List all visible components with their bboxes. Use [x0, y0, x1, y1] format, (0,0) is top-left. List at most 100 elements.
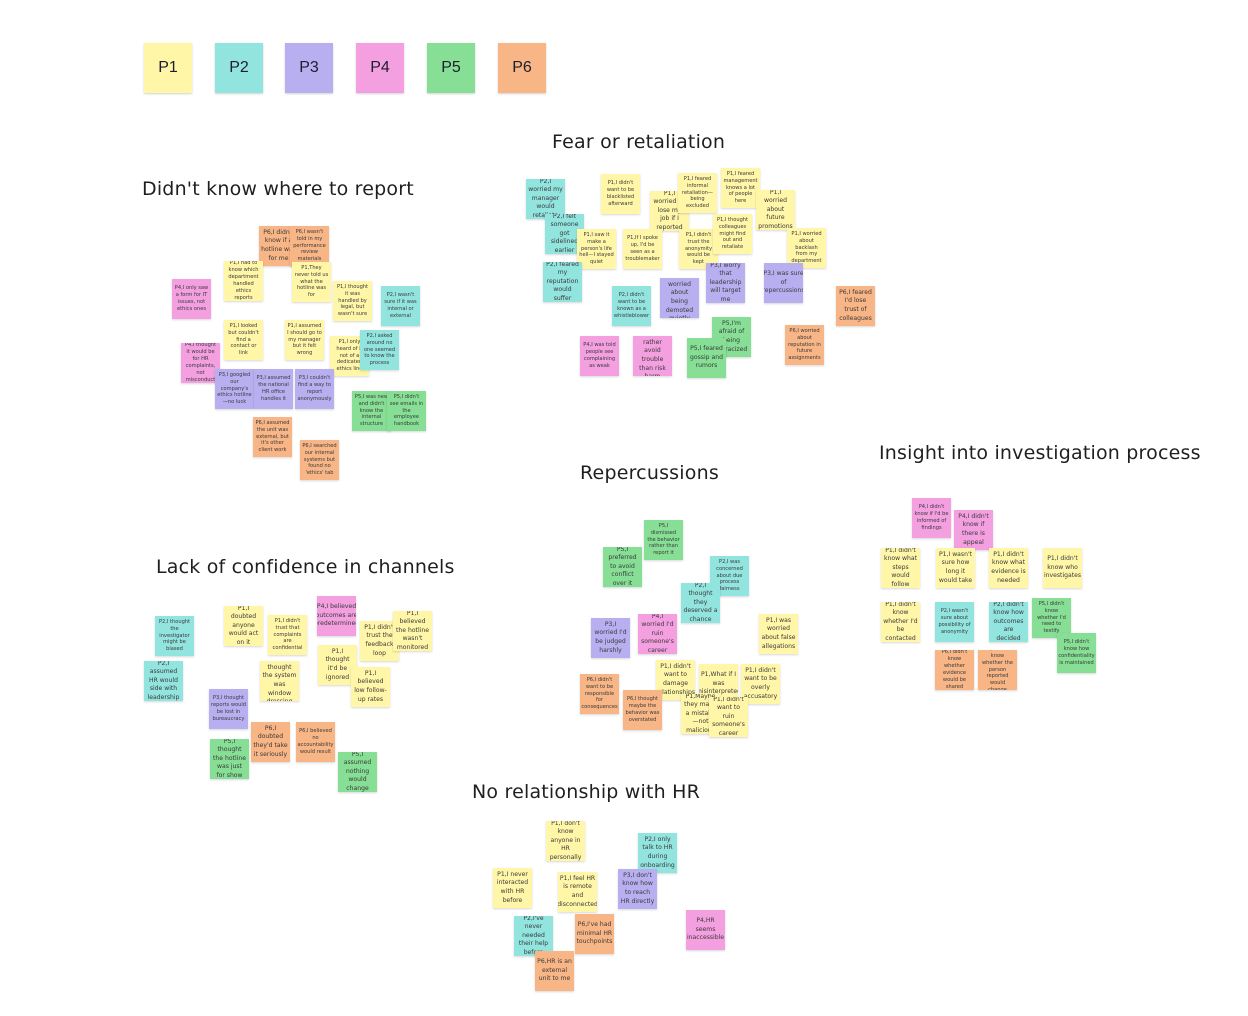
sticky-note-p2[interactable]: P2,I asked around no one seemed to know …	[360, 330, 399, 370]
sticky-note-p1[interactable]: P1,They never told us what the hotline w…	[292, 262, 331, 302]
sticky-note-p1[interactable]: P1,I didn't want to damage relationships	[656, 660, 695, 700]
sticky-note-p1[interactable]: P1,I didn't know who investigates	[1043, 548, 1082, 588]
sticky-note-p1[interactable]: P1,I didn't know what evidence is needed	[989, 548, 1028, 588]
sticky-note-p1[interactable]: P1,If I spoke up, I'd be seen as a troub…	[623, 229, 662, 269]
sticky-note-p3[interactable]: P3,I couldn't find a way to report anony…	[295, 369, 334, 409]
sticky-note-p5[interactable]: P5,I didn't see emails in the employee h…	[387, 391, 426, 431]
sticky-note-p2[interactable]: P2,I worried my manager would retaliate	[526, 179, 565, 219]
sticky-note-p1[interactable]: P1,I believed the hotline wasn't monitor…	[393, 611, 432, 651]
sticky-note-p6[interactable]: P6,I've had minimal HR touchpoints	[575, 914, 614, 954]
sticky-note-p6[interactable]: P6,I thought maybe the behavior was over…	[623, 690, 662, 730]
cluster-heading[interactable]: Insight into investigation process	[879, 442, 1201, 464]
cluster-heading[interactable]: Didn't know where to report	[142, 178, 414, 200]
sticky-note-text: P1,I didn't know what evidence is needed	[991, 550, 1026, 584]
sticky-note-p1[interactable]: P1,I saw it make a person's life hell—I …	[577, 229, 616, 269]
sticky-note-p3[interactable]: P3,I worried about being demoted quietly	[660, 278, 699, 318]
sticky-note-p2[interactable]: P2,I assumed HR would side with leadersh…	[144, 661, 183, 701]
sticky-note-p1[interactable]: P1,I thought colleagues might find out a…	[713, 214, 752, 254]
sticky-note-p4[interactable]: P4,I worried I'd ruin someone's career	[638, 614, 677, 654]
sticky-note-p6[interactable]: P6,I didn't know whether evidence would …	[935, 650, 974, 690]
sticky-note-p1[interactable]: P1,I don't know anyone in HR personally	[546, 821, 585, 861]
sticky-note-p5[interactable]: P5,I preferred to avoid conflict over it	[603, 547, 642, 587]
sticky-note-p1[interactable]: P1,I worried about backlash from my depa…	[787, 228, 826, 268]
sticky-note-p6[interactable]: P6,I doubted they'd take it seriously	[251, 722, 290, 762]
sticky-note-p3[interactable]: P3,I worry that leadership will target m…	[706, 263, 745, 303]
sticky-note-p2[interactable]: P2,I didn't want to be known as a whistl…	[612, 286, 651, 326]
sticky-note-p1[interactable]: P1,I didn't know whether I'd be contacte…	[881, 602, 920, 642]
sticky-note-p3[interactable]: P3,I don't know how to reach HR directly	[618, 869, 657, 909]
sticky-note-p2[interactable]: P2,I've never needed their help before	[514, 916, 553, 956]
sticky-note-p4[interactable]: P4,I only saw a form for IT issues, not …	[172, 279, 211, 319]
sticky-note-p1[interactable]: P1,I didn't trust that complaints are co…	[268, 615, 307, 655]
sticky-note-p1[interactable]: P1,I thought it'd be ignored	[318, 645, 357, 685]
sticky-note-p3[interactable]: P3,I assumed the national HR office hand…	[254, 369, 293, 409]
sticky-note-p6[interactable]: P6,I didn't know whether the person repo…	[978, 650, 1017, 690]
sticky-note-p4[interactable]: P4,HR seems inaccessible	[686, 910, 725, 950]
sticky-note-p6[interactable]: P6,I worried about reputation in future …	[785, 325, 824, 365]
cluster-heading[interactable]: Lack of confidence in channels	[156, 556, 455, 578]
sticky-note-p1[interactable]: P1,I looked but couldn't find a contact …	[224, 320, 263, 360]
legend-sticky-p3[interactable]: P3	[285, 43, 333, 93]
sticky-note-p5[interactable]: P5,I feared gossip and rumors	[687, 338, 726, 378]
sticky-note-p5[interactable]: P5,I dismissed the behavior rather than …	[644, 520, 683, 560]
sticky-note-p1[interactable]: P1,I didn't know what steps would follow	[881, 548, 920, 588]
sticky-note-p5[interactable]: P5,I thought the hotline was just for sh…	[210, 739, 249, 779]
cluster-heading[interactable]: Fear or retaliation	[552, 131, 726, 153]
legend-sticky-p4[interactable]: P4	[356, 43, 404, 93]
sticky-note-p5[interactable]: P5,I didn't know how confidentiality is …	[1057, 633, 1096, 673]
legend-sticky-p1[interactable]: P1	[144, 43, 192, 93]
sticky-note-p2[interactable]: P2,I feared my reputation would suffer	[543, 262, 582, 302]
sticky-note-p1[interactable]: P1,I feared management knows a lot of pe…	[721, 168, 760, 208]
sticky-note-p2[interactable]: P2,I didn't know how outcomes are decide…	[989, 602, 1028, 642]
sticky-note-p1[interactable]: P1,I wasn't sure how long it would take	[936, 548, 975, 588]
sticky-note-p6[interactable]: P6,I believed no accountability would re…	[296, 722, 335, 762]
sticky-note-p1[interactable]: P1,I was worried about false allegations	[759, 614, 798, 654]
sticky-note-p5[interactable]: P5,I didn't know whether I'd need to tes…	[1032, 598, 1071, 638]
sticky-note-p4[interactable]: P4,I believed outcomes are predetermined	[317, 596, 356, 636]
sticky-note-p1[interactable]: P1,I feared informal retaliation—being e…	[678, 173, 717, 213]
sticky-note-p4[interactable]: P4,I was told people see complaining as …	[580, 336, 619, 376]
sticky-note-p1[interactable]: P1,I didn't trust the anonymity would be…	[679, 229, 718, 269]
sticky-note-p1[interactable]: P1,I didn't want to ruin someone's caree…	[709, 697, 748, 737]
cluster-heading[interactable]: No relationship with HR	[472, 781, 701, 803]
sticky-note-p2[interactable]: P2,I thought the investigator might be b…	[155, 616, 194, 656]
sticky-note-p2[interactable]: P2,I wasn't sure about possibility of an…	[935, 602, 974, 642]
sticky-note-text: P1,I didn't want to ruin someone's caree…	[712, 697, 745, 737]
sticky-note-p1[interactable]: P1,I worried about future promotions	[756, 190, 795, 230]
sticky-note-text: P1,I thought colleagues might find out a…	[716, 216, 749, 251]
sticky-note-p4[interactable]: P4,I thought it would be for HR complain…	[181, 343, 220, 383]
sticky-note-p3[interactable]: P3,I was sure of repercussions	[764, 263, 803, 303]
sticky-note-p1[interactable]: P1,I thought the system was window dress…	[260, 661, 299, 701]
sticky-note-p1[interactable]: P1,I feel HR is remote and disconnected	[558, 872, 597, 912]
sticky-note-p3[interactable]: P3,I thought reports would be lost in bu…	[209, 689, 248, 729]
sticky-note-p4[interactable]: P4,I didn't know if I'd be informed of f…	[912, 498, 951, 538]
sticky-note-p5[interactable]: P5,I was new and didn't know the interna…	[352, 391, 391, 431]
sticky-note-p2[interactable]: P2,I wasn't sure if it was internal or e…	[381, 286, 420, 326]
sticky-note-p2[interactable]: P2,I thought they deserved a chance	[681, 583, 720, 623]
sticky-note-p6[interactable]: P6,I feared I'd lose trust of colleagues	[836, 286, 875, 326]
sticky-note-p4[interactable]: P4,I didn't know if there is appeal	[954, 510, 993, 550]
sticky-note-p1[interactable]: P1,I doubted anyone would act on it	[224, 606, 263, 646]
sticky-note-p1[interactable]: P1,I had to know which department handle…	[224, 261, 263, 301]
sticky-note-p1[interactable]: P1,I didn't trust the feedback loop	[360, 621, 399, 661]
sticky-note-p6[interactable]: P6,I assumed the unit was external, but …	[253, 417, 292, 457]
legend-sticky-p2[interactable]: P2	[215, 43, 263, 93]
sticky-note-p1[interactable]: P1,I thought it was handled by legal, bu…	[333, 281, 372, 321]
cluster-heading[interactable]: Repercussions	[580, 462, 719, 484]
sticky-note-p4[interactable]: P4,I'd rather avoid trouble than risk ha…	[633, 336, 672, 376]
sticky-note-p3[interactable]: P3,I worried I'd be judged harshly	[591, 618, 630, 658]
sticky-note-p2[interactable]: P2,I only talk to HR during onboarding	[638, 833, 677, 873]
legend-sticky-p6[interactable]: P6	[498, 43, 546, 93]
sticky-note-p1[interactable]: P1,I didn't want to be blacklisted after…	[601, 174, 640, 214]
sticky-note-p5[interactable]: P5,I assumed nothing would change	[338, 752, 377, 792]
sticky-note-p6[interactable]: P6,I wasn't told in my performance revie…	[290, 226, 329, 266]
sticky-note-p1[interactable]: P1,I believed low follow-up rates	[351, 667, 390, 707]
sticky-note-p1[interactable]: P1,I never interacted with HR before	[493, 868, 532, 908]
sticky-note-p6[interactable]: P6,I didn't want to be responsible for c…	[580, 674, 619, 714]
sticky-note-p6[interactable]: P6,I searched our internal systems but f…	[300, 440, 339, 480]
sticky-note-p1[interactable]: P1,I assumed I should go to my manager b…	[285, 320, 324, 360]
sticky-note-p6[interactable]: P6,HR is an external unit to me	[535, 951, 574, 991]
sticky-note-p3[interactable]: P3,I googled our company's ethics hotlin…	[215, 369, 254, 409]
legend-sticky-p5[interactable]: P5	[427, 43, 475, 93]
